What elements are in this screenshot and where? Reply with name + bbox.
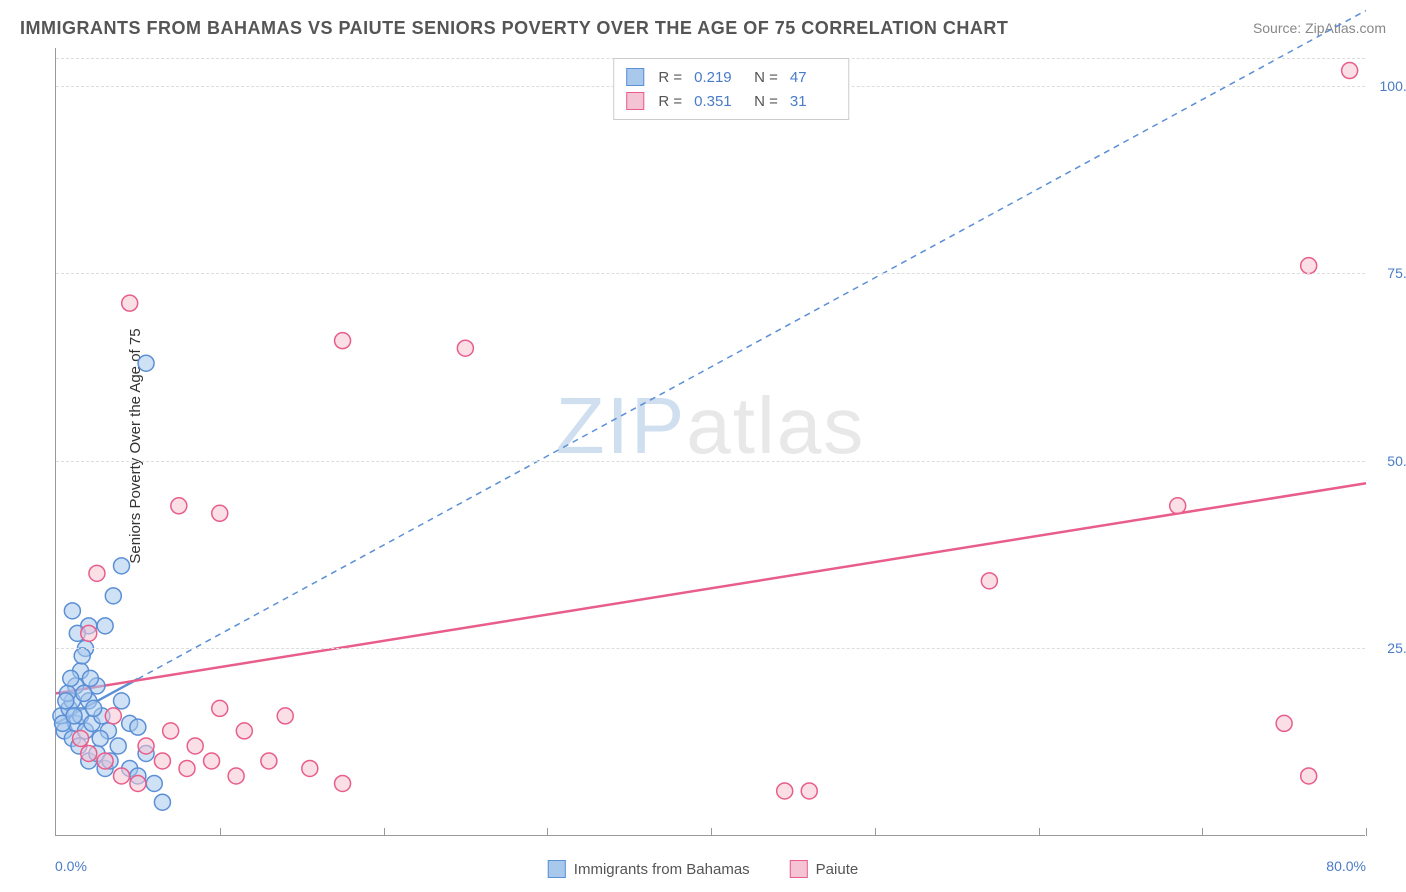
legend-stats-row: R = 0.351 N = 31 bbox=[626, 89, 836, 113]
x-axis-origin-label: 0.0% bbox=[55, 858, 87, 874]
plot-area: ZIPatlas 25.0%50.0%75.0%100.0% bbox=[55, 48, 1365, 836]
n-value: 31 bbox=[790, 93, 836, 110]
grid-line bbox=[56, 273, 1365, 274]
chart-title: IMMIGRANTS FROM BAHAMAS VS PAIUTE SENIOR… bbox=[20, 18, 1008, 39]
n-label: N = bbox=[754, 93, 778, 110]
r-value: 0.351 bbox=[694, 93, 740, 110]
legend-series-item: Paiute bbox=[790, 860, 859, 878]
legend-stats: R = 0.219 N = 47 R = 0.351 N = 31 bbox=[613, 58, 849, 120]
x-tick bbox=[1039, 828, 1040, 836]
y-tick-label: 100.0% bbox=[1380, 78, 1406, 94]
n-label: N = bbox=[754, 69, 778, 86]
y-tick-label: 75.0% bbox=[1387, 265, 1406, 281]
n-value: 47 bbox=[790, 69, 836, 86]
x-tick bbox=[711, 828, 712, 836]
legend-series-label: Immigrants from Bahamas bbox=[574, 861, 750, 878]
x-axis-max-label: 80.0% bbox=[1326, 858, 1366, 874]
chart-svg bbox=[56, 48, 1365, 835]
x-tick bbox=[875, 828, 876, 836]
x-tick bbox=[1366, 828, 1367, 836]
legend-series-label: Paiute bbox=[816, 861, 859, 878]
x-tick bbox=[547, 828, 548, 836]
legend-stats-row: R = 0.219 N = 47 bbox=[626, 65, 836, 89]
legend-swatch bbox=[626, 68, 644, 86]
chart-container: IMMIGRANTS FROM BAHAMAS VS PAIUTE SENIOR… bbox=[0, 0, 1406, 892]
x-tick bbox=[1202, 828, 1203, 836]
legend-swatch bbox=[790, 860, 808, 878]
legend-swatch bbox=[626, 92, 644, 110]
r-label: R = bbox=[658, 69, 682, 86]
r-value: 0.219 bbox=[694, 69, 740, 86]
legend-swatch bbox=[548, 860, 566, 878]
grid-line bbox=[56, 648, 1365, 649]
source-label: Source: ZipAtlas.com bbox=[1253, 20, 1386, 36]
legend-series-item: Immigrants from Bahamas bbox=[548, 860, 750, 878]
legend-series: Immigrants from Bahamas Paiute bbox=[548, 860, 858, 878]
y-tick-label: 50.0% bbox=[1387, 453, 1406, 469]
r-label: R = bbox=[658, 93, 682, 110]
y-tick-label: 25.0% bbox=[1387, 640, 1406, 656]
x-tick bbox=[220, 828, 221, 836]
grid-line bbox=[56, 461, 1365, 462]
x-tick bbox=[384, 828, 385, 836]
